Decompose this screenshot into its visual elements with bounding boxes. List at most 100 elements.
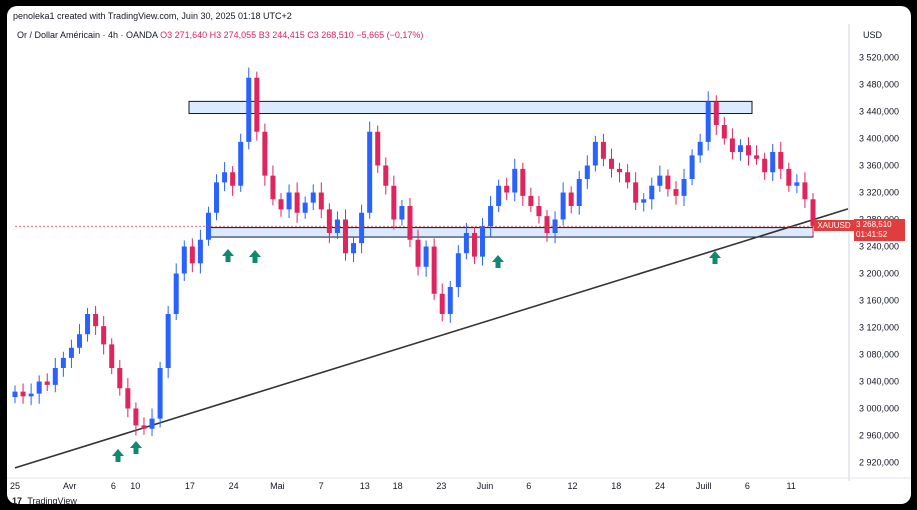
- candle-body: [375, 131, 381, 166]
- x-tick-label: 18: [393, 481, 403, 491]
- candle-body: [125, 388, 131, 409]
- x-tick-label: 17: [185, 481, 195, 491]
- support-zone: [209, 227, 814, 238]
- candle-body: [12, 391, 18, 398]
- candle-body: [351, 243, 357, 254]
- up-arrow-icon: [492, 255, 504, 268]
- y-tick-label: 3 400,000: [859, 134, 899, 144]
- candle-body: [391, 185, 397, 220]
- candle-body: [238, 141, 244, 186]
- symbol-label: Or / Dollar Américain · 4h · OANDA: [17, 30, 158, 40]
- candle-body: [68, 347, 74, 358]
- x-tick-label: 7: [319, 481, 324, 491]
- x-tick-label: 11: [786, 481, 795, 491]
- candle-body: [810, 199, 816, 227]
- candle-body: [786, 168, 792, 186]
- open-value: O3 271,640: [160, 30, 208, 40]
- candle-body: [302, 202, 308, 213]
- low-value: B3 244,415: [258, 30, 305, 40]
- y-tick-label: 3 040,000: [859, 377, 899, 387]
- candle-body: [665, 175, 671, 190]
- candle-body: [584, 165, 590, 179]
- candle-body: [504, 185, 510, 193]
- candle-body: [705, 101, 711, 142]
- y-tick-label: 3 480,000: [859, 80, 899, 90]
- x-tick-label: 6: [526, 481, 531, 491]
- candle-body: [85, 314, 91, 335]
- candle-body: [36, 381, 42, 394]
- candle-body: [496, 185, 502, 206]
- candle-body: [673, 189, 679, 196]
- currency-label: USD: [863, 30, 883, 40]
- candle-body: [270, 175, 276, 200]
- candle-body: [254, 77, 260, 132]
- candle-body: [713, 101, 719, 125]
- close-value: C3 268,510: [307, 30, 354, 40]
- candle-body: [109, 344, 115, 368]
- candle-body: [399, 206, 405, 220]
- y-tick-label: 3 520,000: [859, 53, 899, 63]
- candle-body: [342, 219, 348, 254]
- candle-body: [536, 206, 542, 217]
- candle-body: [439, 293, 445, 314]
- candle-body: [246, 77, 252, 142]
- y-tick-label: 3 440,000: [859, 107, 899, 117]
- y-tick-label: 2 960,000: [859, 431, 899, 441]
- x-tick-label: 25: [10, 481, 20, 491]
- price-chart[interactable]: 3 520,000 3 480,000 3 440,000 3 400,000 3 36…: [7, 6, 911, 504]
- candle-body: [181, 246, 187, 274]
- candle-body: [649, 185, 655, 200]
- symbol-badge: XAUUSD: [814, 220, 854, 231]
- candle-body: [423, 246, 429, 267]
- x-tick-label: 24: [229, 481, 239, 491]
- x-tick-label: 6: [745, 481, 750, 491]
- y-tick-label: 3 080,000: [859, 350, 899, 360]
- bar-countdown: 01:41:52: [856, 230, 888, 239]
- resistance-zone: [188, 100, 753, 115]
- candle-body: [802, 182, 808, 200]
- candle-body: [133, 408, 139, 426]
- candle-body: [512, 168, 518, 193]
- candle-body: [318, 192, 324, 210]
- candle-body: [93, 314, 99, 327]
- candle-body: [230, 172, 236, 186]
- x-tick-label: Mai: [270, 481, 285, 491]
- candle-body: [76, 334, 82, 348]
- candle-body: [520, 168, 526, 196]
- up-arrow-icon: [709, 251, 721, 264]
- candle-body: [576, 179, 582, 206]
- tradingview-logo-icon: 17: [12, 496, 23, 504]
- candle-body: [592, 141, 598, 166]
- candle-body: [608, 158, 614, 169]
- candle-body: [222, 172, 228, 183]
- candle-body: [60, 357, 66, 368]
- up-arrow-icon: [130, 441, 142, 454]
- candle-body: [463, 233, 469, 254]
- candle-body: [415, 239, 421, 267]
- x-tick-label: 6: [111, 481, 116, 491]
- candle-body: [528, 195, 534, 206]
- candle-body: [157, 368, 163, 419]
- candle-body: [431, 246, 437, 294]
- x-tick-label: 12: [567, 481, 577, 491]
- candle-body: [214, 182, 220, 213]
- candle-body: [737, 145, 743, 152]
- candle-body: [367, 131, 373, 213]
- candle-body: [407, 206, 413, 240]
- x-tick-label: 13: [360, 481, 370, 491]
- candle-body: [310, 192, 316, 203]
- last-price-badge: 3 268,510 01:41:52: [854, 219, 905, 241]
- candle-body: [334, 219, 340, 233]
- candle-body: [617, 168, 623, 173]
- x-tick-label: 24: [655, 481, 665, 491]
- candle-body: [294, 192, 300, 213]
- candle-body: [286, 192, 292, 210]
- x-tick-label: Juin: [477, 481, 494, 491]
- y-tick-label: 3 160,000: [859, 296, 899, 306]
- candle-body: [101, 326, 107, 345]
- candle-body: [625, 172, 631, 183]
- candle-body: [165, 314, 171, 368]
- x-tick-label: 18: [611, 481, 621, 491]
- candle-body: [633, 182, 639, 203]
- candle-body: [326, 209, 332, 233]
